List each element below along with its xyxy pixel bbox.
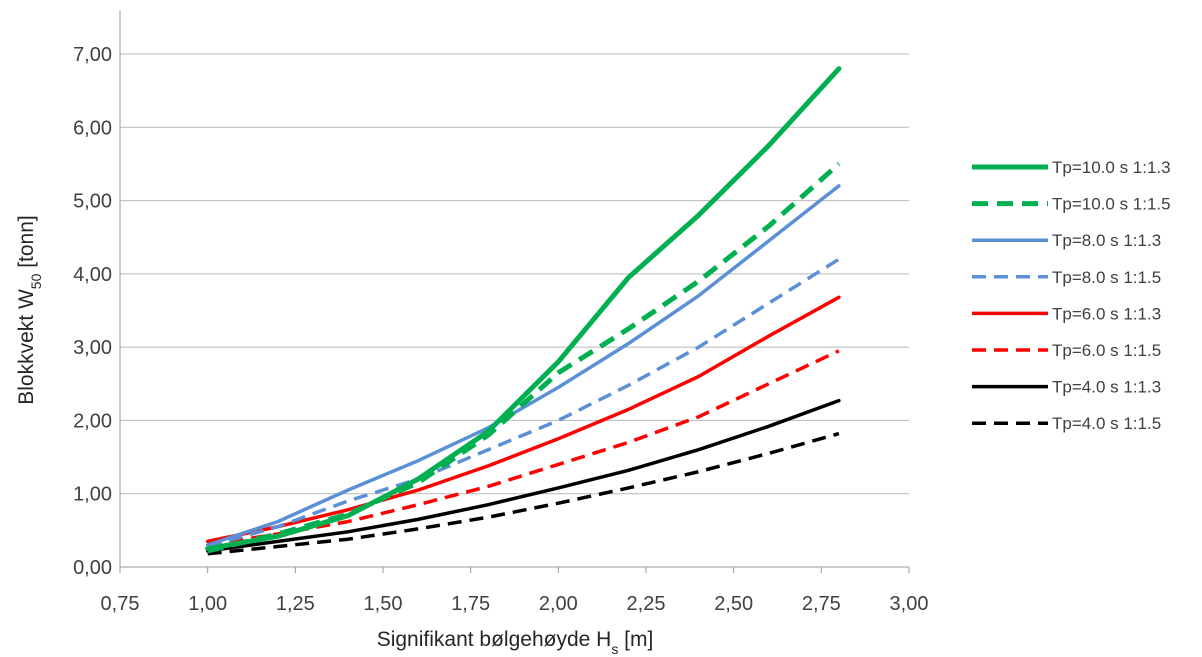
x-tick-label: 1,25: [276, 593, 315, 615]
x-axis-title-unit: [m]: [618, 628, 653, 651]
y-axis-title-main: Blokkvekt W: [15, 289, 38, 405]
x-tick-label: 2,50: [714, 593, 753, 615]
y-tick-label: 1,00: [73, 484, 112, 506]
x-axis-title-main: Signifikant bølgehøyde H: [377, 628, 612, 651]
series-line-2: [208, 164, 839, 551]
x-tick-label: 2,00: [539, 593, 578, 615]
legend-label-1: Tp=10.0 s 1:1.3: [1052, 158, 1171, 177]
x-axis-title-sub: s: [611, 641, 618, 657]
x-tick-label: 2,75: [802, 593, 841, 615]
legend-label-8: Tp=4.0 s 1:1.5: [1052, 414, 1161, 433]
y-tick-label: 3,00: [73, 337, 112, 359]
legend-label-4: Tp=8.0 s 1:1.5: [1052, 268, 1161, 287]
y-tick-label: 5,00: [73, 191, 112, 213]
legend-label-6: Tp=6.0 s 1:1.5: [1052, 341, 1161, 360]
x-tick-label: 1,50: [364, 593, 403, 615]
x-tick-label: 0,75: [101, 593, 140, 615]
y-axis-ticks: 0,00 1,00 2,00 3,00 4,00 5,00 6,00 7,00: [73, 44, 112, 579]
y-axis-title-unit: [tonn]: [15, 215, 38, 273]
x-axis-ticks: 0,75 1,00 1,25 1,50 1,75 2,00 2,25 2,50 2,75 3,00: [101, 567, 929, 615]
legend: Tp=10.0 s 1:1.3 Tp=10.0 s 1:1.5 Tp=8.0 s 1…: [972, 158, 1171, 433]
series-line-3: [208, 186, 839, 545]
legend-label-3: Tp=8.0 s 1:1.3: [1052, 231, 1161, 250]
y-axis-title: Blokkvekt W50 [tonn]: [15, 215, 44, 405]
x-tick-label: 1,00: [188, 593, 227, 615]
x-tick-label: 3,00: [890, 593, 929, 615]
y-tick-label: 6,00: [73, 117, 112, 139]
legend-label-2: Tp=10.0 s 1:1.5: [1052, 195, 1171, 214]
legend-label-7: Tp=4.0 s 1:1.3: [1052, 378, 1161, 397]
y-tick-label: 0,00: [73, 557, 112, 579]
y-tick-label: 2,00: [73, 410, 112, 432]
series-line-1: [208, 69, 839, 549]
x-axis-title: Signifikant bølgehøyde Hs [m]: [377, 628, 654, 657]
x-tick-label: 1,75: [451, 593, 490, 615]
y-axis-title-sub: 50: [28, 273, 44, 289]
legend-label-5: Tp=6.0 s 1:1.3: [1052, 304, 1161, 323]
series-line-5: [208, 297, 839, 541]
plot-series: [208, 69, 839, 554]
x-tick-label: 2,25: [627, 593, 666, 615]
y-tick-label: 4,00: [73, 264, 112, 286]
y-tick-label: 7,00: [73, 44, 112, 66]
